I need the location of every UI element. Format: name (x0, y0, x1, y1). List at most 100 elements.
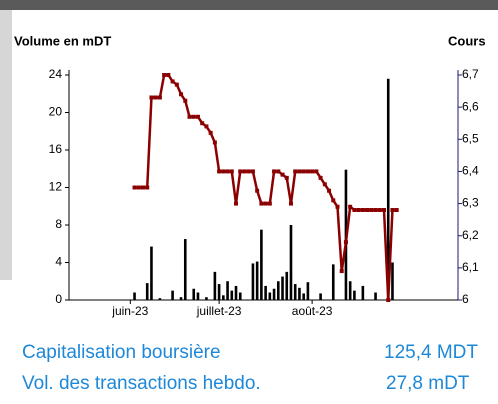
price-marker (259, 201, 264, 206)
price-marker (377, 208, 382, 212)
price-marker (136, 185, 141, 190)
price-line (134, 73, 397, 301)
y-tick-label: 16 (49, 142, 63, 156)
y2-tick-label: 6,4 (462, 164, 479, 178)
summary-value: 125,4 MDT (384, 342, 478, 363)
price-marker (343, 240, 348, 245)
bar (230, 290, 234, 300)
y-tick-label: 20 (49, 105, 63, 119)
price-marker (162, 73, 167, 77)
price-marker (301, 169, 306, 174)
price-marker (157, 95, 162, 100)
summary-label: Capitalisation boursière (22, 342, 221, 363)
bar (306, 282, 310, 300)
summary-label: Vol. des transactions hebdo. (22, 373, 261, 394)
price-marker (225, 169, 230, 174)
price-marker (153, 95, 158, 100)
y2-tick-label: 6,5 (462, 131, 479, 145)
bar (361, 285, 365, 300)
bar (213, 271, 217, 300)
bar (238, 292, 242, 300)
bar (281, 276, 284, 300)
bar (268, 292, 272, 300)
bar (217, 284, 221, 300)
bar (145, 283, 149, 300)
price-marker (356, 208, 361, 212)
y-tick-label: 4 (55, 255, 62, 269)
price-marker (195, 114, 200, 119)
price-marker (297, 169, 302, 174)
price-marker (284, 175, 289, 180)
price-marker (238, 169, 243, 174)
price-marker (288, 201, 293, 206)
price-marker (293, 169, 298, 174)
price-marker (394, 208, 399, 212)
x-tick-label: juin-23 (111, 304, 148, 318)
price-marker (149, 95, 154, 100)
y-tick-label: 8 (55, 217, 62, 231)
price-marker (221, 169, 226, 174)
y2-tick-label: 6,3 (462, 196, 479, 210)
price-marker (255, 188, 260, 193)
bar (285, 271, 289, 300)
y2-tick-label: 6,1 (462, 260, 479, 274)
bar (289, 225, 293, 300)
price-marker (183, 98, 188, 103)
bar (158, 298, 162, 300)
bar (331, 264, 335, 300)
price-marker (335, 204, 340, 209)
bar (255, 261, 259, 300)
price-marker (386, 298, 391, 302)
x-tick-label: août-23 (292, 304, 333, 318)
bar (133, 292, 136, 300)
y2-axis-title: Cours (448, 33, 486, 48)
bar (319, 293, 322, 300)
bar (293, 284, 297, 300)
bar (386, 78, 390, 300)
bar (260, 229, 263, 300)
price-marker (348, 204, 353, 209)
price-marker (179, 92, 184, 97)
price-marker (267, 201, 272, 206)
price-marker (360, 208, 365, 212)
bar (150, 246, 153, 300)
y-tick-label: 24 (49, 67, 63, 81)
price-marker (145, 185, 150, 190)
price-marker (373, 208, 378, 212)
price-marker (217, 169, 222, 174)
price-marker (200, 121, 205, 126)
price-marker (310, 169, 315, 174)
y-axis-title: Volume en mDT (14, 33, 111, 48)
bar (348, 281, 352, 300)
price-marker (166, 73, 171, 77)
price-marker (352, 208, 357, 212)
price-marker (369, 208, 374, 212)
x-tick-label: juillet-23 (196, 304, 242, 318)
price-marker (234, 201, 239, 206)
bar (298, 287, 301, 300)
bar (192, 288, 196, 300)
price-marker (272, 169, 277, 174)
price-marker (204, 124, 209, 129)
bar (183, 239, 187, 300)
bar (264, 285, 267, 300)
price-marker (339, 269, 344, 274)
price-marker (280, 172, 285, 177)
price-marker (229, 169, 234, 174)
price-marker (140, 185, 145, 190)
price-marker (331, 198, 336, 203)
price-marker (327, 188, 332, 193)
price-marker (132, 185, 137, 190)
bar (196, 292, 200, 300)
side-panel (0, 10, 12, 280)
bar (251, 263, 255, 300)
bar (226, 281, 229, 300)
summary-value: 27,8 mDT (386, 373, 470, 394)
y2-tick-label: 6 (462, 292, 469, 306)
top-bar (0, 0, 498, 10)
price-marker (170, 79, 175, 84)
y2-tick-label: 6,7 (462, 67, 479, 81)
price-marker (322, 182, 327, 187)
